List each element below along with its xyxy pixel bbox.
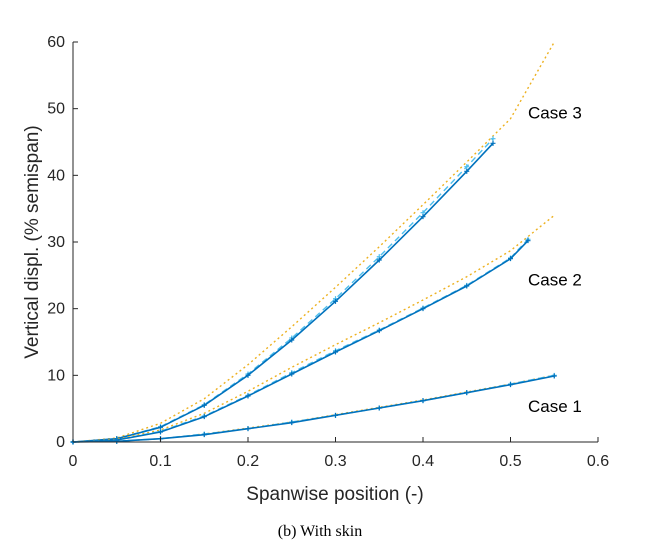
case-2-label: Case 2	[528, 270, 582, 289]
case-2-dotted-line	[72, 214, 555, 443]
y-tick-label: 20	[47, 301, 65, 318]
text-layer: Spanwise position (-) Vertical displ. (%…	[22, 34, 609, 540]
case-1-solid-point	[201, 432, 207, 438]
case-1-solid-point	[245, 426, 251, 432]
case-2-solid-point	[420, 306, 426, 312]
case-3-solid-point	[333, 298, 338, 304]
case-1-solid-point	[376, 405, 382, 411]
figure-caption: (b) With skin	[278, 523, 362, 540]
x-axis-label: Spanwise position (-)	[246, 484, 423, 505]
case-1-label: Case 1	[528, 397, 582, 416]
case-3-dotted-line	[72, 41, 555, 443]
case-3-solid-point	[490, 140, 496, 146]
case-2-solid-point	[245, 393, 251, 399]
x-tick-label: 0	[69, 453, 78, 470]
case-3-solid-line	[72, 142, 494, 443]
case-3-dashed-line	[72, 138, 494, 443]
case-2-solid-point	[333, 349, 338, 355]
case-3-solid-point	[201, 402, 207, 408]
x-tick-label: 0.5	[499, 453, 521, 470]
case-2-solid-point	[508, 256, 513, 262]
series-layer	[70, 41, 557, 445]
case-1-solid-point	[464, 390, 470, 396]
case-3-solid-point	[289, 337, 295, 343]
case-1-solid-point	[508, 382, 513, 388]
case-2-solid-point	[464, 283, 470, 289]
case-1-solid-point	[333, 412, 338, 418]
case-3-solid-point	[376, 257, 382, 263]
case-1-solid-line	[72, 375, 555, 443]
case-3-solid-point	[464, 168, 470, 174]
x-tick-label: 0.2	[237, 453, 259, 470]
case-3-solid-point	[420, 214, 426, 220]
case-2-solid-point	[525, 238, 531, 244]
y-axis-label: Vertical displ. (% semispan)	[22, 125, 43, 358]
case-2-solid-point	[158, 429, 163, 435]
x-tick-label: 0.4	[412, 453, 434, 470]
x-tick-label: 0.3	[324, 453, 346, 470]
case-2-solid-line	[72, 240, 529, 443]
case-3-dashed-point	[490, 136, 496, 142]
case-1-solid-point	[420, 398, 426, 404]
y-tick-label: 30	[47, 234, 65, 251]
y-tick-label: 60	[47, 34, 65, 51]
case-2-solid-point	[289, 371, 295, 377]
case-1-solid-point	[289, 420, 295, 426]
y-tick-label: 10	[47, 367, 65, 384]
case-2-solid-point	[201, 414, 207, 420]
y-tick-label: 0	[56, 434, 65, 451]
y-tick-label: 40	[47, 167, 65, 184]
y-tick-label: 50	[47, 101, 65, 118]
case-1-solid-point	[114, 438, 120, 444]
x-tick-label: 0.6	[587, 453, 609, 470]
case-3-label: Case 3	[528, 104, 582, 123]
case-2-dashed-line	[72, 238, 529, 443]
axes-layer	[72, 41, 599, 443]
case-3-dashed-point	[464, 164, 470, 170]
case-2-solid-point	[376, 328, 382, 334]
x-tick-label: 0.1	[149, 453, 171, 470]
case-1-solid-point	[551, 373, 557, 379]
case-3-solid-point	[245, 372, 251, 378]
